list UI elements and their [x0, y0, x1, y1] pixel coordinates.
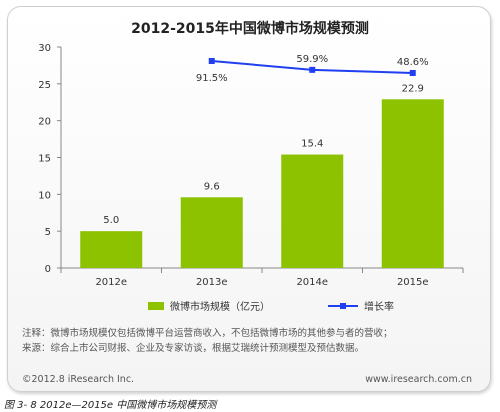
y-tick-label: 5 — [45, 227, 51, 238]
copyright-text: ©2012.8 iResearch Inc. — [22, 374, 135, 385]
y-tick-label: 30 — [38, 43, 51, 54]
growth-point — [409, 70, 416, 76]
growth-point — [309, 66, 316, 73]
y-tick-label: 25 — [38, 80, 51, 91]
legend-swatch-bar — [148, 302, 164, 310]
y-tick-label: 10 — [38, 190, 51, 201]
y-tick-label: 20 — [38, 117, 51, 128]
x-tick-label: 2015e — [397, 277, 429, 288]
notes: 注释：微博市场规模仅包括微博平台运营商收入，不包括微博市场的其他参与者的营收； … — [22, 326, 393, 356]
bar-value-label: 15.4 — [301, 139, 323, 150]
x-tick-label: 2014e — [296, 277, 328, 288]
growth-label: 91.5% — [196, 73, 228, 84]
growth-point — [208, 58, 215, 64]
y-tick-label: 15 — [38, 154, 51, 165]
bar — [180, 197, 243, 268]
bar — [281, 154, 344, 268]
legend-marker — [340, 303, 346, 309]
chart-title: 2012-2015年中国微博市场规模预测 — [131, 21, 369, 37]
note-line-2: 来源：综合上市公司财报、企业及专家访谈，根据艾瑞统计预测模型及预估数据。 — [22, 343, 365, 354]
bar-value-label: 22.9 — [402, 83, 424, 94]
bar — [381, 99, 444, 268]
legend: 微博市场规模（亿元） 增长率 — [148, 300, 394, 313]
legend-label-bar: 微博市场规模（亿元） — [170, 300, 270, 313]
x-tick-label: 2013e — [196, 277, 228, 288]
figure-caption: 图 3- 8 2012e—2015e 中国微博市场规模预测 — [4, 400, 217, 411]
line-series: 91.5% 59.9% 48.6% — [196, 54, 429, 84]
note-line-1: 注释：微博市场规模仅包括微博平台运营商收入，不包括微博市场的其他参与者的营收； — [22, 328, 393, 339]
growth-label: 48.6% — [397, 57, 429, 68]
bar-series: 5.0 9.6 15.4 22.9 — [80, 83, 444, 268]
bar — [80, 231, 143, 268]
y-tick-label: 0 — [45, 264, 51, 275]
bar-value-label: 9.6 — [204, 181, 220, 192]
site-url: www.iresearch.com.cn — [365, 374, 472, 385]
growth-label: 59.9% — [296, 54, 328, 65]
legend-label-line: 增长率 — [364, 300, 394, 313]
x-tick-label: 2012e — [95, 277, 127, 288]
bar-value-label: 5.0 — [103, 215, 119, 226]
